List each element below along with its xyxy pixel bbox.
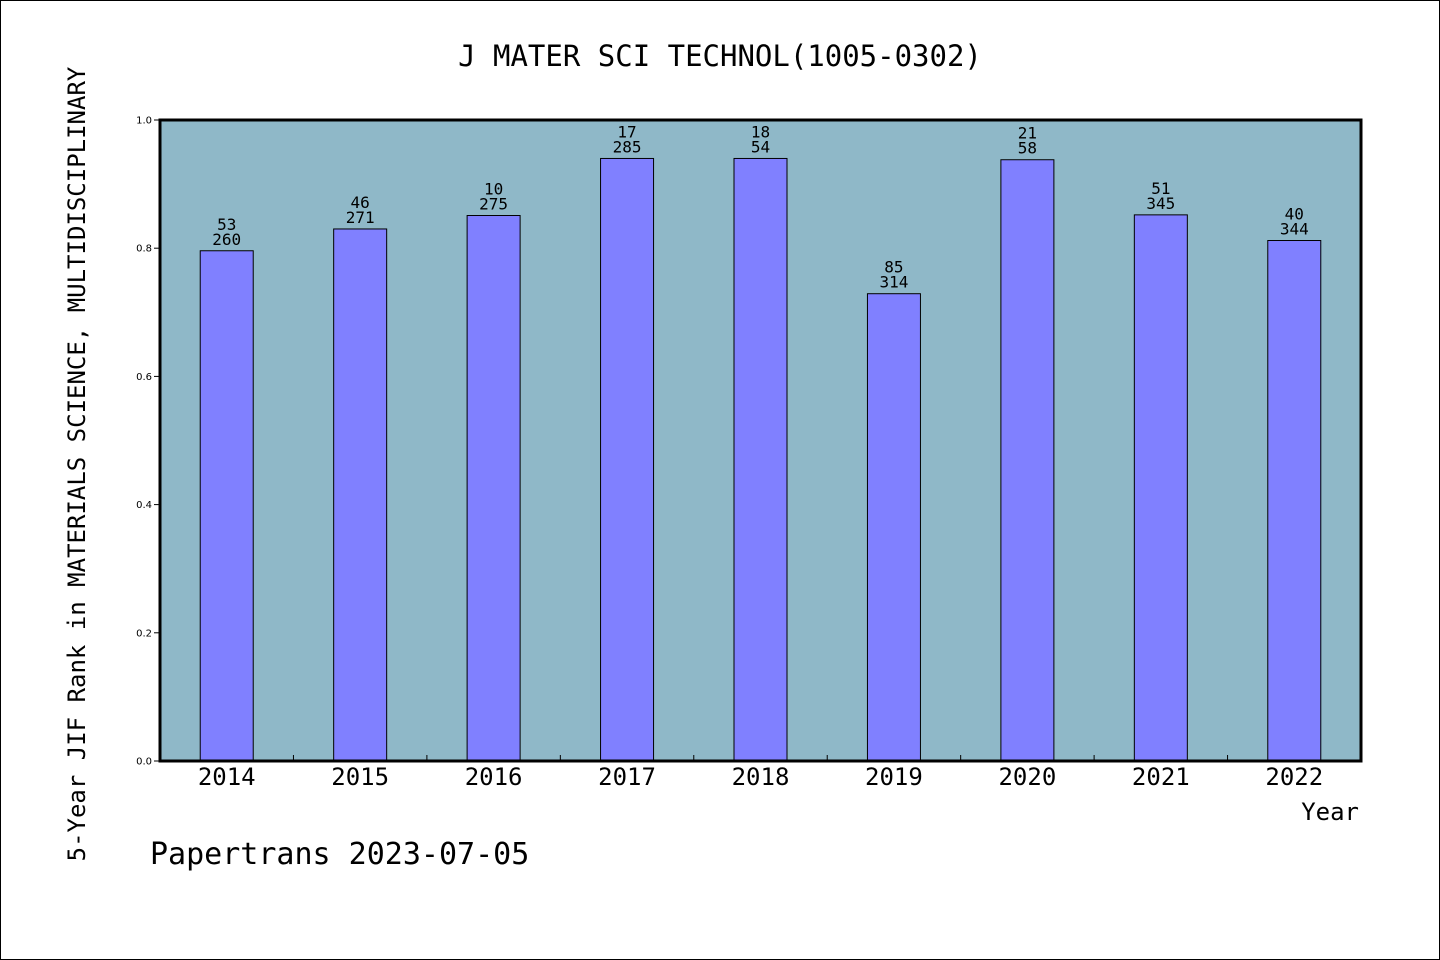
y-tick-label: 0.0	[136, 757, 152, 768]
bar-total-label: 260	[212, 230, 241, 249]
bar-2018	[733, 157, 788, 762]
bar-total-label: 275	[479, 195, 508, 214]
y-tick-label: 0.8	[136, 244, 152, 255]
y-tick-label: 0.2	[136, 628, 152, 639]
bar-rank-label: 17	[617, 122, 636, 141]
bar-rank-label: 51	[1151, 179, 1170, 198]
bar-2016	[466, 215, 521, 762]
x-tick-label: 2021	[1132, 763, 1190, 791]
bar-2019	[866, 293, 921, 762]
x-tick-label: 2022	[1265, 763, 1323, 791]
x-tick-label: 2018	[732, 763, 790, 791]
bar-2020	[1000, 159, 1055, 762]
bar-rank-label: 21	[1018, 124, 1037, 143]
y-axis: 0.0 0.2 0.4 0.6 0.8 1.0	[136, 116, 160, 768]
bar-total-label: 344	[1280, 220, 1309, 239]
plot-border	[158, 118, 1363, 763]
y-axis-label: 5-Year JIF Rank in MATERIALS SCIENCE, MU…	[63, 66, 91, 861]
bar-2021	[1133, 214, 1188, 762]
y-tick-label: 0.4	[136, 500, 152, 511]
x-tick-label: 2019	[865, 763, 923, 791]
x-axis-label: Year	[1301, 798, 1359, 826]
bar-2015	[333, 228, 388, 762]
bars-group	[199, 157, 1322, 762]
bar-total-label: 285	[613, 137, 642, 156]
x-tick-label: 2016	[465, 763, 523, 791]
bar-rank-label: 53	[217, 215, 236, 234]
bar-total-label: 54	[751, 137, 770, 156]
x-tick-label: 2014	[198, 763, 256, 791]
bar-2014	[199, 250, 254, 762]
y-tick-label: 0.6	[136, 372, 152, 383]
x-tick-label: 2017	[598, 763, 656, 791]
bar-total-label: 314	[879, 273, 908, 292]
watermark: Papertrans 2023-07-05	[150, 837, 529, 872]
bar-rank-label: 85	[884, 258, 903, 277]
bar-total-label: 271	[346, 208, 375, 227]
bar-rank-label: 46	[351, 193, 370, 212]
bar-2022	[1267, 240, 1322, 762]
bar-total-label: 58	[1018, 139, 1037, 158]
chart-title: J MATER SCI TECHNOL(1005-0302)	[458, 39, 982, 73]
bar-rank-label: 40	[1285, 205, 1304, 224]
x-axis: 2014 2015 2016 2017 2018 2019 2020 2021 2022	[198, 755, 1323, 791]
bar-rank-label: 18	[751, 122, 770, 141]
bar-total-label: 345	[1146, 194, 1175, 213]
x-tick-label: 2015	[331, 763, 389, 791]
x-tick-label: 2020	[998, 763, 1056, 791]
bar-rank-label: 10	[484, 180, 503, 199]
bar-2017	[600, 157, 655, 762]
y-tick-label: 1.0	[136, 116, 152, 127]
